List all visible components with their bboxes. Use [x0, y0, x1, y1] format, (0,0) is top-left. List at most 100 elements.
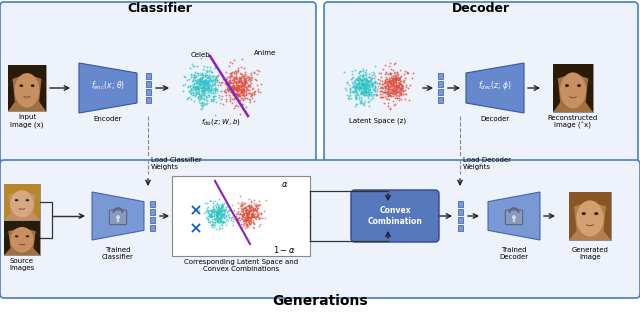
- Point: [214, 209, 225, 214]
- Point: [218, 203, 228, 208]
- Point: [244, 222, 255, 227]
- Point: [207, 209, 217, 214]
- Point: [359, 91, 369, 96]
- Point: [387, 74, 397, 79]
- Point: [362, 78, 372, 83]
- Point: [358, 82, 369, 88]
- Point: [397, 82, 407, 88]
- Point: [385, 79, 395, 84]
- Point: [240, 95, 250, 100]
- Point: [225, 70, 235, 76]
- Point: [210, 78, 220, 83]
- Point: [243, 82, 253, 88]
- Point: [211, 204, 221, 210]
- Point: [221, 81, 232, 86]
- Point: [252, 207, 262, 212]
- Point: [237, 103, 247, 108]
- Point: [246, 211, 257, 216]
- Point: [367, 80, 378, 85]
- Point: [195, 82, 205, 87]
- Point: [385, 70, 396, 76]
- Point: [395, 87, 405, 92]
- Point: [230, 92, 240, 97]
- Point: [235, 218, 245, 223]
- Point: [207, 79, 217, 84]
- Point: [404, 97, 414, 102]
- Point: [241, 206, 252, 211]
- Point: [255, 215, 265, 220]
- Point: [378, 82, 388, 87]
- Point: [196, 94, 207, 100]
- Point: [196, 82, 206, 87]
- Point: [216, 215, 227, 220]
- Point: [234, 209, 244, 214]
- Point: [358, 89, 368, 94]
- Text: Input
Image (x): Input Image (x): [10, 114, 44, 127]
- Point: [260, 215, 270, 220]
- Point: [239, 214, 250, 219]
- Point: [198, 93, 208, 98]
- Point: [353, 80, 363, 85]
- Point: [232, 84, 242, 89]
- Point: [234, 85, 244, 90]
- Point: [205, 214, 216, 219]
- Point: [184, 94, 194, 100]
- Point: [388, 93, 399, 98]
- Point: [349, 83, 359, 88]
- Point: [236, 85, 246, 90]
- Point: [216, 215, 227, 220]
- Point: [365, 75, 375, 80]
- Point: [354, 82, 364, 87]
- Point: [253, 88, 263, 94]
- Point: [253, 212, 263, 217]
- Point: [232, 82, 242, 87]
- Point: [247, 211, 257, 216]
- Point: [245, 205, 255, 210]
- Point: [209, 210, 219, 216]
- Point: [356, 77, 366, 82]
- Point: [186, 91, 196, 96]
- Point: [225, 80, 235, 85]
- Point: [367, 95, 378, 100]
- Point: [352, 101, 362, 106]
- Point: [189, 74, 199, 79]
- Point: [195, 72, 205, 77]
- Point: [218, 213, 228, 218]
- Point: [243, 212, 253, 217]
- Point: [353, 97, 364, 102]
- Point: [246, 204, 257, 209]
- Point: [210, 223, 220, 228]
- Point: [208, 82, 218, 87]
- Text: Load Classifier
Weights: Load Classifier Weights: [151, 157, 202, 171]
- Point: [396, 87, 406, 92]
- Point: [360, 84, 371, 89]
- Point: [200, 73, 210, 78]
- FancyBboxPatch shape: [145, 81, 150, 87]
- Point: [364, 71, 374, 76]
- Point: [207, 86, 218, 91]
- Point: [209, 73, 220, 78]
- Point: [199, 96, 209, 101]
- Point: [261, 197, 271, 202]
- Point: [403, 70, 413, 76]
- Point: [252, 213, 262, 218]
- Point: [199, 82, 209, 87]
- Point: [240, 205, 250, 210]
- Point: [236, 83, 246, 88]
- Point: [232, 79, 242, 84]
- Point: [392, 88, 402, 94]
- Point: [232, 84, 243, 89]
- Point: [383, 90, 393, 95]
- Point: [389, 89, 399, 94]
- Point: [241, 217, 251, 222]
- Point: [210, 76, 220, 81]
- Point: [228, 90, 238, 95]
- Point: [395, 74, 405, 79]
- Point: [213, 211, 223, 216]
- Point: [202, 208, 212, 213]
- Point: [242, 213, 252, 218]
- Point: [361, 75, 371, 80]
- Point: [211, 214, 221, 219]
- Point: [241, 218, 251, 223]
- FancyBboxPatch shape: [438, 81, 442, 87]
